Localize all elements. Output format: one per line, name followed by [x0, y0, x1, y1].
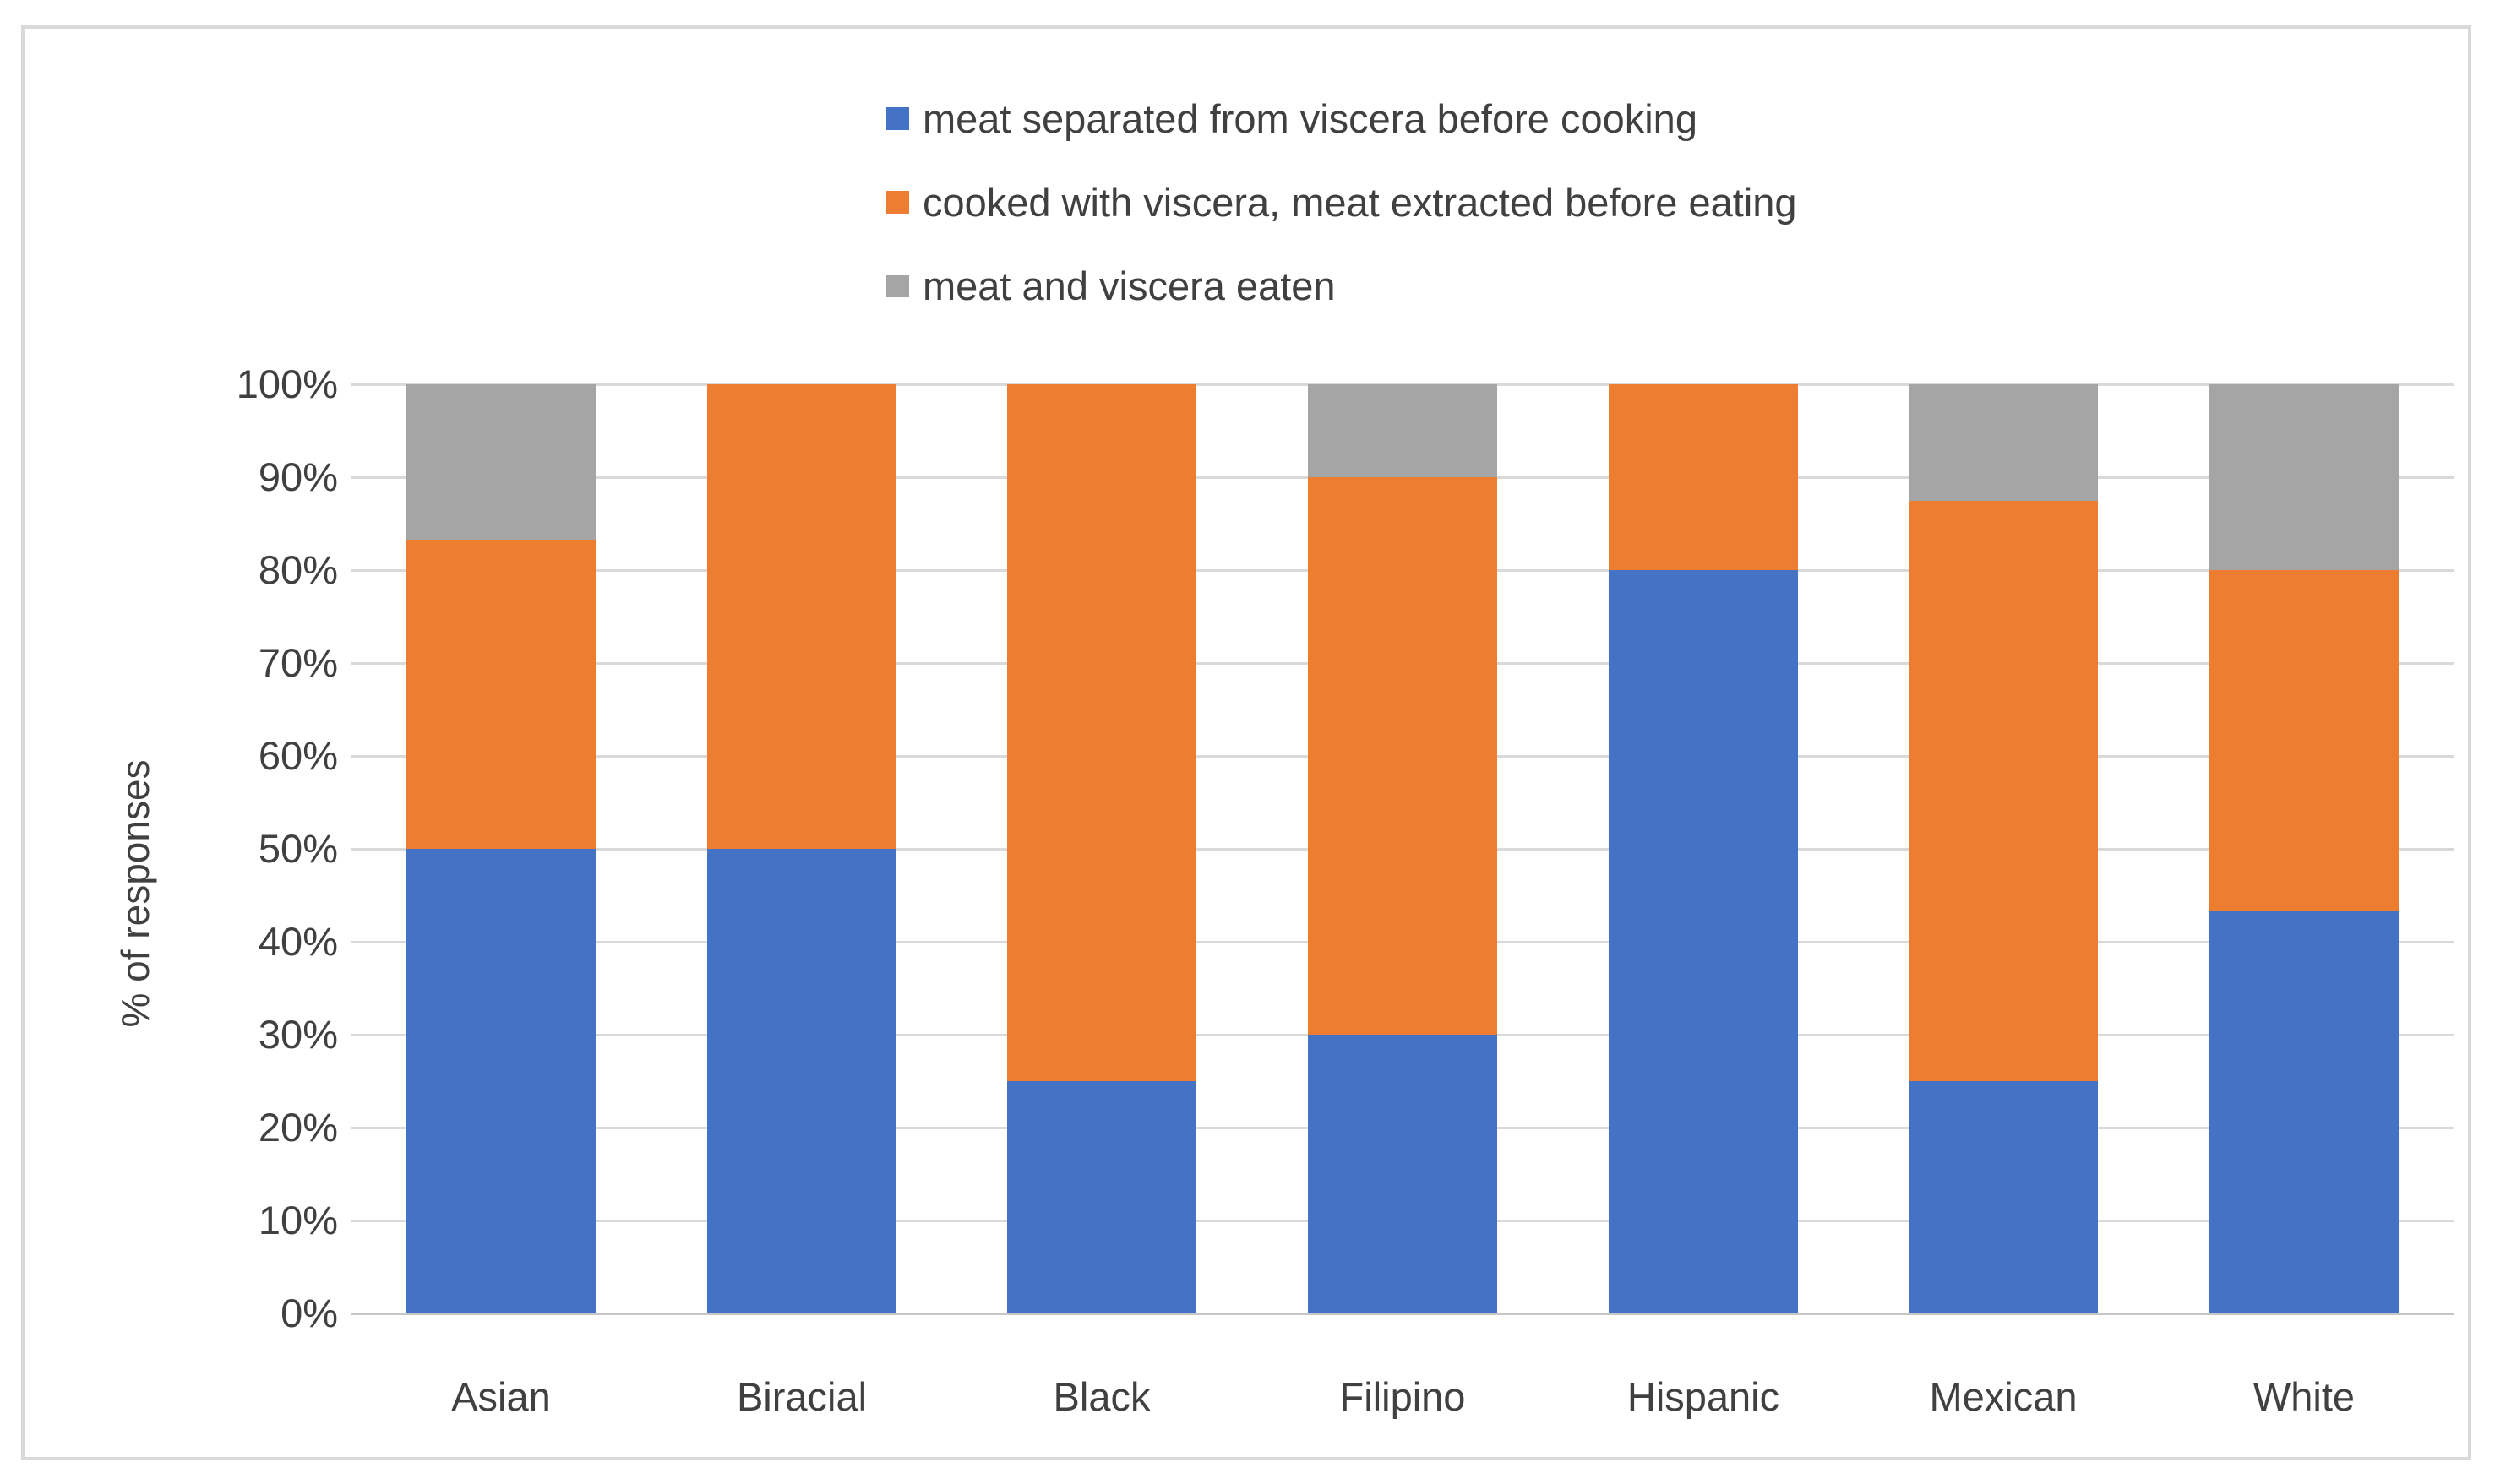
bar-white [2209, 384, 2399, 1313]
bar-mexican-segment-2 [1909, 384, 2098, 501]
bar-black [1007, 384, 1196, 1313]
x-tick-label-white: White [2253, 1374, 2356, 1419]
y-tick-label: 90% [258, 454, 338, 499]
bar-hispanic [1609, 384, 1798, 1313]
legend-item-2: meat and viscera eaten [886, 263, 1797, 308]
legend-item-label: cooked with viscera, meat extracted befo… [923, 179, 1797, 225]
x-tick-label-hispanic: Hispanic [1626, 1374, 1780, 1419]
legend-item-label: meat separated from viscera before cooki… [923, 95, 1697, 141]
bar-biracial-segment-0 [707, 849, 896, 1313]
bar-asian-segment-1 [406, 539, 596, 849]
x-axis-line [351, 1312, 2454, 1315]
y-tick-label: 60% [258, 733, 338, 778]
legend-item-label: meat and viscera eaten [923, 263, 1336, 308]
legend-item-1: cooked with viscera, meat extracted befo… [886, 179, 1797, 225]
bar-asian-segment-2 [406, 384, 596, 540]
bar-filipino-segment-0 [1308, 1035, 1497, 1313]
x-tick-label-biracial: Biracial [736, 1374, 868, 1419]
bar-filipino-segment-2 [1308, 384, 1497, 477]
bar-hispanic-segment-1 [1609, 384, 1798, 570]
bar-mexican-segment-1 [1909, 500, 2098, 1081]
bar-filipino [1308, 384, 1497, 1313]
x-tick-label-asian: Asian [451, 1374, 551, 1419]
y-axis-title: % of responses [113, 759, 157, 1028]
bar-asian-segment-0 [406, 849, 596, 1313]
bar-white-segment-1 [2209, 570, 2399, 911]
y-tick-label: 0% [281, 1291, 338, 1335]
legend-swatch-icon [886, 274, 909, 297]
x-tick-label-mexican: Mexican [1929, 1374, 2078, 1419]
bar-white-segment-2 [2209, 384, 2399, 571]
legend-swatch-icon [886, 106, 909, 130]
x-tick-label-black: Black [1053, 1374, 1151, 1419]
chart-frame: meat separated from viscera before cooki… [21, 25, 2471, 1460]
y-tick-label: 20% [258, 1105, 338, 1150]
y-tick-label: 50% [258, 826, 338, 871]
y-tick-label: 30% [258, 1012, 338, 1057]
bar-mexican [1909, 384, 2098, 1313]
y-tick-label: 40% [258, 919, 338, 964]
x-tick-label-filipino: Filipino [1339, 1374, 1466, 1419]
bar-hispanic-segment-0 [1609, 570, 1798, 1313]
bar-black-segment-0 [1007, 1081, 1196, 1313]
bar-white-segment-0 [2209, 911, 2399, 1313]
bar-mexican-segment-0 [1909, 1081, 2098, 1313]
bar-asian [406, 384, 596, 1313]
legend-swatch-icon [886, 190, 909, 214]
y-tick-label: 10% [258, 1198, 338, 1242]
bar-biracial-segment-1 [707, 384, 896, 849]
bar-biracial [707, 384, 896, 1313]
bar-filipino-segment-1 [1308, 477, 1497, 1035]
plot-area [351, 383, 2454, 1315]
bar-black-segment-1 [1007, 384, 1196, 1081]
legend-item-0: meat separated from viscera before cooki… [886, 95, 1797, 141]
y-tick-label: 70% [258, 640, 338, 685]
y-tick-label: 100% [236, 361, 338, 406]
legend: meat separated from viscera before cooki… [886, 96, 1797, 347]
y-tick-label: 80% [258, 547, 338, 592]
